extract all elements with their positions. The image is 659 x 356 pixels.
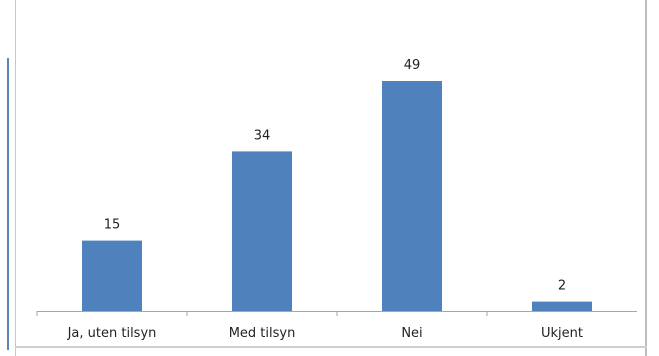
bar-3 bbox=[532, 301, 592, 311]
category-label-3: Ukjent bbox=[541, 326, 583, 341]
bar-0 bbox=[82, 240, 142, 311]
value-label-0: 15 bbox=[104, 218, 121, 233]
frame-right-rule bbox=[645, 0, 647, 356]
bars-group bbox=[82, 81, 592, 311]
value-label-2: 49 bbox=[404, 58, 421, 73]
category-label-0: Ja, uten tilsyn bbox=[67, 326, 157, 341]
frame-bottom-rule bbox=[15, 346, 647, 348]
frame-left-accent bbox=[7, 58, 9, 350]
bar-2 bbox=[382, 81, 442, 311]
bar-1 bbox=[232, 151, 292, 311]
value-label-3: 2 bbox=[558, 279, 566, 294]
value-labels-group: 15 34 49 2 bbox=[104, 58, 566, 294]
category-label-1: Med tilsyn bbox=[229, 326, 296, 341]
category-labels-group: Ja, uten tilsyn Med tilsyn Nei Ukjent bbox=[36, 311, 583, 341]
frame-left-rule bbox=[15, 0, 16, 356]
value-label-1: 34 bbox=[254, 128, 271, 143]
category-label-2: Nei bbox=[401, 326, 422, 341]
